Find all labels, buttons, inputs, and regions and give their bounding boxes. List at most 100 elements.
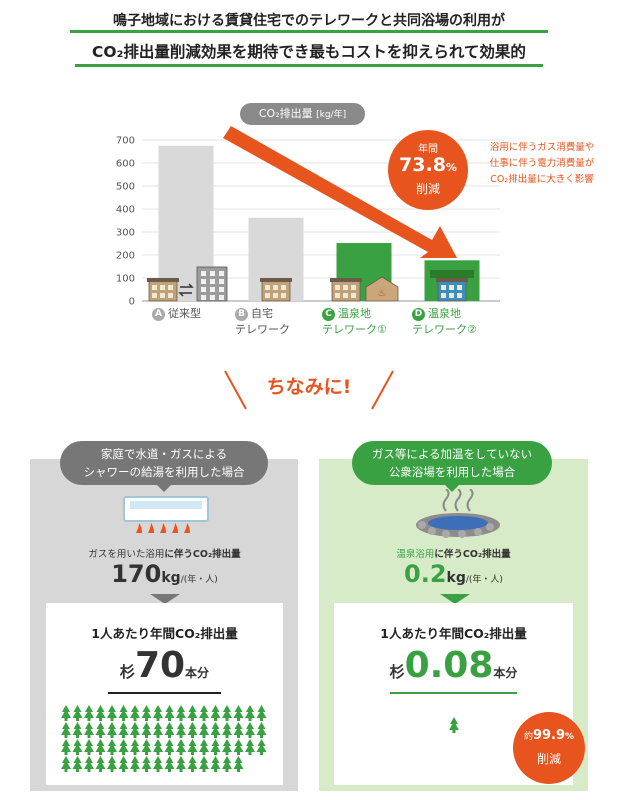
cedar-tree-icon bbox=[233, 722, 244, 738]
value-pointer bbox=[440, 594, 470, 604]
bath-emission-label: 温泉浴用に伴うCO₂排出量 bbox=[396, 549, 511, 560]
cedar-tree-icon bbox=[222, 756, 232, 772]
cedar-tree-icon bbox=[222, 722, 232, 738]
cedar-tree-icon bbox=[141, 705, 152, 721]
cedar-tree-icon bbox=[210, 739, 221, 755]
cedar-tree-icon bbox=[245, 722, 255, 738]
cedar-trees bbox=[449, 717, 459, 733]
cedar-tree-icon bbox=[210, 705, 221, 721]
cedar-tree-icon bbox=[61, 722, 71, 738]
chart-unit: [kg/年] bbox=[316, 110, 347, 120]
cedar-tree-icon bbox=[199, 722, 209, 738]
cedar-tree-icon bbox=[199, 739, 209, 755]
headline-line2: CO₂排出量削減効果を期待でき最もコストを抑えられて効果的 bbox=[92, 43, 526, 61]
cedar-tree-icon bbox=[176, 722, 186, 738]
cedar-tree-icon bbox=[210, 722, 221, 738]
cedar-tree-icon bbox=[233, 705, 244, 721]
cedar-tree-icon bbox=[153, 722, 163, 738]
chinami-decoration bbox=[224, 370, 394, 410]
cedar-tree-icon bbox=[130, 739, 140, 755]
chart-title-pill: CO₂排出量 [kg/年] bbox=[240, 103, 365, 125]
window bbox=[168, 293, 173, 298]
cedar-tree-icon bbox=[164, 722, 175, 738]
cedar-tree-icon bbox=[118, 739, 129, 755]
cedar-tree-icon bbox=[164, 739, 175, 755]
cedar-trees bbox=[61, 705, 267, 772]
ryokan-roof-icon bbox=[430, 270, 474, 278]
gas-water-heater-icon bbox=[123, 496, 209, 533]
cedar-tree-icon bbox=[61, 756, 71, 772]
cedar-tree-icon bbox=[107, 722, 117, 738]
window bbox=[265, 293, 270, 298]
category-letter: A bbox=[152, 308, 165, 321]
bath-emission-value: 0.2kg/(年・人) bbox=[404, 560, 503, 588]
window bbox=[210, 295, 215, 300]
cedar-tree-icon bbox=[141, 739, 152, 755]
cedar-tree-icon bbox=[233, 739, 244, 755]
y-tick-label: 700 bbox=[116, 136, 135, 147]
chart-title: CO₂排出量 bbox=[258, 107, 313, 120]
window bbox=[449, 293, 454, 298]
cedar-tree-icon bbox=[176, 756, 186, 772]
cedar-tree-icon bbox=[84, 756, 94, 772]
window bbox=[449, 285, 454, 290]
public-bath-pill: ガス等による加温をしていない 公衆浴場を利用した場合 bbox=[352, 441, 552, 485]
box-title: 1人あたり年間CO₂排出量 bbox=[380, 626, 527, 641]
house-roof bbox=[260, 278, 292, 282]
cedar-tree-icon bbox=[199, 705, 209, 721]
reduction-arrow bbox=[223, 126, 457, 258]
cedar-tree-icon bbox=[176, 739, 186, 755]
y-tick-label: 200 bbox=[116, 251, 135, 262]
category-label-a: A 従来型 bbox=[152, 306, 201, 322]
window bbox=[201, 271, 206, 276]
box-title: 1人あたり年間CO₂排出量 bbox=[91, 626, 238, 641]
cedar-tree-icon bbox=[141, 756, 152, 772]
window bbox=[335, 293, 340, 298]
category-letter: B bbox=[235, 308, 248, 321]
house-roof bbox=[436, 278, 468, 282]
cedar-tree-icon bbox=[176, 705, 186, 721]
window bbox=[343, 293, 348, 298]
cedar-tree-icon bbox=[256, 739, 267, 755]
home-shower-pill: 家庭で水道・ガスによる シャワーの給湯を利用した場合 bbox=[60, 441, 268, 485]
badge-value: 73.8% bbox=[399, 154, 457, 176]
cedar-tree-icon bbox=[187, 756, 198, 772]
house-roof bbox=[330, 278, 362, 282]
cedar-tree-icon bbox=[256, 722, 267, 738]
y-tick-label: 100 bbox=[116, 274, 135, 285]
y-tick-label: 600 bbox=[116, 159, 135, 170]
home-emission-label: ガスを用いた浴用に伴うCO₂排出量 bbox=[88, 549, 241, 560]
window bbox=[210, 271, 215, 276]
cedar-tree-icon bbox=[130, 756, 140, 772]
cedar-tree-icon bbox=[187, 739, 198, 755]
cedar-tree-icon bbox=[95, 756, 106, 772]
cedar-tree-icon bbox=[164, 705, 175, 721]
window bbox=[351, 293, 356, 298]
pill-pointer bbox=[156, 484, 172, 492]
cedar-tree-icon bbox=[95, 739, 106, 755]
cedar-tree-icon bbox=[233, 756, 244, 772]
cedar-tree-icon bbox=[153, 739, 163, 755]
window bbox=[273, 293, 278, 298]
value-pointer bbox=[150, 594, 180, 604]
hot-spring-icon bbox=[416, 489, 500, 538]
category-label-b: B 自宅 テレワーク bbox=[235, 307, 290, 336]
window bbox=[457, 285, 462, 290]
window bbox=[201, 287, 206, 292]
cedar-tree-icon bbox=[256, 705, 267, 721]
home-cedar-box: 1人あたり年間CO₂排出量 杉70本分 bbox=[46, 603, 283, 785]
bath-reduction-badge: 約99.9% 削減 bbox=[513, 712, 585, 784]
window bbox=[441, 293, 446, 298]
cedar-tree-icon bbox=[118, 756, 129, 772]
headline-underline bbox=[75, 64, 543, 67]
window bbox=[152, 293, 157, 298]
cedar-tree-icon bbox=[449, 717, 459, 733]
cedar-count: 杉70本分 bbox=[119, 645, 210, 686]
window bbox=[343, 285, 348, 290]
cedar-tree-icon bbox=[72, 756, 83, 772]
cedar-tree-icon bbox=[153, 705, 163, 721]
cedar-tree-icon bbox=[222, 739, 232, 755]
cedar-tree-icon bbox=[141, 722, 152, 738]
window bbox=[335, 285, 340, 290]
cedar-tree-icon bbox=[61, 705, 71, 721]
